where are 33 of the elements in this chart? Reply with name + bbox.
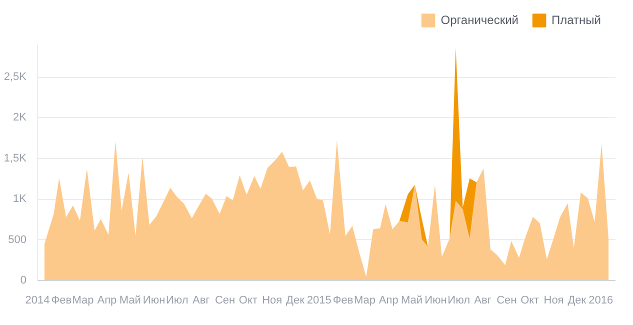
x-tick-label: Июл <box>166 294 188 306</box>
x-tick-label: 2016 <box>588 294 614 306</box>
x-tick-label: Ноя <box>262 294 282 306</box>
x-tick-label: Июн <box>142 294 166 306</box>
x-tick-label: Июл <box>448 294 470 306</box>
y-tick-label: 1K <box>13 193 28 206</box>
x-tick-label: Сен <box>496 294 517 306</box>
x-tick-label: Окт <box>238 294 258 306</box>
x-tick-label: Фев <box>51 294 72 306</box>
y-tick-label: 2K <box>13 112 28 124</box>
y-tick-label: 1,5K <box>4 152 28 164</box>
x-tick-label: Авг <box>192 294 210 306</box>
legend-label: Платный <box>552 13 601 27</box>
x-tick-label: Фев <box>332 294 354 306</box>
x-tick-label: Дек <box>568 294 586 306</box>
legend-label: Органический <box>440 13 518 27</box>
y-tick-label: 500 <box>8 234 27 246</box>
x-tick-label: Окт <box>520 294 540 306</box>
x-tick-label: Ноя <box>544 294 564 306</box>
x-tick-label: Июн <box>424 294 447 306</box>
x-tick-label: Май <box>119 294 141 306</box>
x-tick-label: Мар <box>72 294 94 306</box>
x-tick-label: Апр <box>97 294 117 306</box>
x-tick-label: 2014 <box>25 294 50 306</box>
x-tick-label: Авг <box>474 294 492 306</box>
x-tick-label: Дек <box>286 294 305 306</box>
x-tick-label: 2015 <box>306 294 332 306</box>
x-tick-label: Апр <box>378 294 398 306</box>
x-tick-label: Май <box>401 294 423 306</box>
y-tick-label: 0 <box>20 274 27 286</box>
x-tick-label: Сен <box>214 294 236 306</box>
y-tick-label: 2,5K <box>4 71 28 84</box>
x-tick-label: Мар <box>354 294 376 306</box>
